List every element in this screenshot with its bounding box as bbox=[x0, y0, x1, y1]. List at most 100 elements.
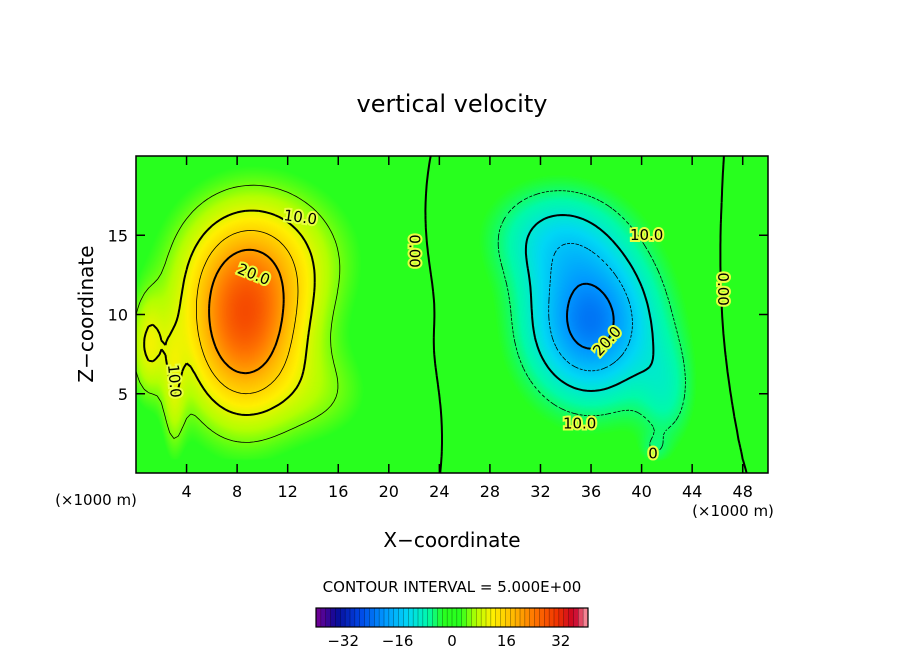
colorbar-segment-30 bbox=[461, 608, 467, 627]
contour-label-3: 0.00 bbox=[406, 234, 424, 267]
colorbar-segment-23 bbox=[427, 608, 433, 627]
colorbar-segment-40 bbox=[510, 608, 516, 627]
colorbar-segment-36 bbox=[490, 608, 497, 627]
contour-line-neg10 bbox=[524, 214, 655, 392]
contour-line-neg15 bbox=[548, 242, 633, 372]
colorbar-segment-37 bbox=[495, 608, 501, 627]
colorbar-segment-6 bbox=[345, 608, 351, 627]
colorbar-segment-49 bbox=[554, 608, 560, 627]
colorbar-segment-2 bbox=[325, 608, 331, 627]
contour-line-0 bbox=[424, 155, 748, 474]
colorbar-segment-22 bbox=[422, 608, 429, 627]
x-tick-label-32: 32 bbox=[530, 482, 550, 501]
velocity-field-heatmap bbox=[136, 156, 768, 473]
x-tick-label-48: 48 bbox=[733, 482, 753, 501]
colorbar-segment-9 bbox=[359, 608, 365, 627]
colorbar-segment-19 bbox=[408, 608, 414, 627]
colorbar-tick-label-3: 16 bbox=[497, 632, 516, 650]
colorbar-segment-38 bbox=[500, 608, 506, 627]
x-tick-label-24: 24 bbox=[429, 482, 449, 501]
colorbar-segment-48 bbox=[549, 608, 555, 627]
colorbar-segment-1 bbox=[320, 608, 327, 627]
chart-title: vertical velocity bbox=[357, 90, 548, 118]
colorbar-segment-28 bbox=[452, 608, 458, 627]
plot-area: 10.020.010.00.00 10.020.010.00.000 bbox=[135, 155, 769, 474]
contour-line-20 bbox=[208, 248, 285, 375]
colorbar-segment-34 bbox=[481, 608, 487, 627]
colorbar-segment-29 bbox=[456, 608, 463, 627]
colorbar-segment-13 bbox=[379, 608, 385, 627]
colorbar-segment-55 bbox=[583, 608, 589, 627]
contour-label-4: 10.0 bbox=[630, 226, 663, 244]
x-tick-label-4: 4 bbox=[181, 482, 191, 501]
colorbar-segment-25 bbox=[437, 608, 443, 627]
colorbar-segment-26 bbox=[442, 608, 448, 627]
contour-label-7: 0.00 bbox=[714, 272, 732, 305]
colorbar-tick-label-4: 32 bbox=[551, 632, 570, 650]
x-tick-label-16: 16 bbox=[328, 482, 348, 501]
colorbar-segment-32 bbox=[471, 608, 477, 627]
colorbar-segment-39 bbox=[505, 608, 511, 627]
colorbar-segment-24 bbox=[432, 608, 438, 627]
colorbar-segment-44 bbox=[529, 608, 535, 627]
colorbar-segment-4 bbox=[335, 608, 341, 627]
contour-line-neg5 bbox=[497, 190, 686, 453]
colorbar-segment-33 bbox=[476, 608, 482, 627]
contour-label-8: 0 bbox=[648, 444, 658, 462]
colorbar-segment-53 bbox=[573, 608, 579, 627]
colorbar-segment-51 bbox=[563, 608, 569, 627]
x-tick-label-36: 36 bbox=[581, 482, 601, 501]
colorbar-segment-18 bbox=[403, 608, 409, 627]
colorbar-tick-label-2: 0 bbox=[447, 632, 457, 650]
contour-interval-text: CONTOUR INTERVAL = 5.000E+00 bbox=[323, 578, 582, 596]
contour-line-neg20 bbox=[566, 282, 615, 350]
colorbar-segment-54 bbox=[578, 608, 584, 627]
colorbar-segment-45 bbox=[534, 608, 540, 627]
colorbar-segment-17 bbox=[398, 608, 404, 627]
colorbar-segment-47 bbox=[544, 608, 550, 627]
contour-line-5 bbox=[135, 184, 341, 443]
colorbar-segment-41 bbox=[515, 608, 521, 627]
colorbar-segment-3 bbox=[330, 608, 336, 627]
colorbar-segment-8 bbox=[354, 608, 361, 627]
x-tick-label-28: 28 bbox=[480, 482, 500, 501]
colorbar-frame bbox=[315, 607, 589, 628]
colorbar-segment-46 bbox=[539, 608, 545, 627]
colorbar-tick-label-1: −16 bbox=[382, 632, 414, 650]
colorbar-segment-0 bbox=[316, 608, 322, 627]
y-tick-label-5: 5 bbox=[118, 385, 128, 404]
axis-ticks bbox=[136, 156, 768, 473]
colorbar-segment-50 bbox=[558, 608, 565, 627]
colorbar-segment-52 bbox=[568, 608, 574, 627]
contour-label-2: 10.0 bbox=[164, 364, 185, 399]
y-tick-label-15: 15 bbox=[108, 226, 128, 245]
colorbar-tick-labels: −32 −16 0 16 32 bbox=[327, 632, 570, 650]
x-tick-label-44: 44 bbox=[682, 482, 702, 501]
colorbar-segment-7 bbox=[350, 608, 356, 627]
colorbar-segment-14 bbox=[384, 608, 390, 627]
colorbar-tick-label-0: −32 bbox=[327, 632, 359, 650]
colorbar-segment-5 bbox=[340, 608, 346, 627]
colorbar-segment-12 bbox=[374, 608, 380, 627]
colorbar-segment-21 bbox=[418, 608, 424, 627]
colorbar-segment-20 bbox=[413, 608, 419, 627]
y-tick-label-10: 10 bbox=[108, 306, 128, 325]
colorbar-segment-27 bbox=[447, 608, 453, 627]
colorbar-segment-31 bbox=[466, 608, 472, 627]
contour-labels: 10.020.010.00.00 10.020.010.00.000 bbox=[162, 204, 734, 464]
colorbar-segment-10 bbox=[364, 608, 370, 627]
colorbar bbox=[315, 607, 589, 628]
contour-line-15 bbox=[196, 230, 299, 395]
colorbar-segment-11 bbox=[369, 608, 375, 627]
x-tick-label-20: 20 bbox=[379, 482, 399, 501]
colorbar-segment-16 bbox=[393, 608, 399, 627]
contour-line-10 bbox=[143, 209, 316, 416]
x-tick-label-12: 12 bbox=[278, 482, 298, 501]
y-tick-labels: 5 10 15 bbox=[108, 226, 128, 404]
colorbar-segment-35 bbox=[486, 608, 492, 627]
x-tick-label-8: 8 bbox=[232, 482, 242, 501]
x-unit-label-right: (×1000 m) bbox=[692, 502, 774, 520]
colorbar-segment-43 bbox=[524, 608, 531, 627]
